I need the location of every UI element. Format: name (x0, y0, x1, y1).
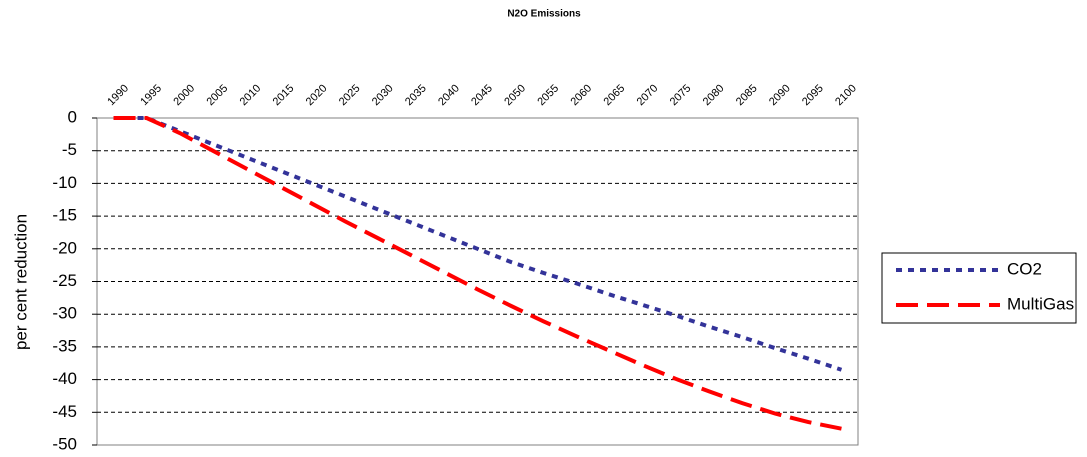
y-tick-label: -10 (52, 173, 77, 192)
y-tick-label: -30 (52, 304, 77, 323)
x-tick-label: 2050 (502, 82, 528, 108)
x-tick-label: 2035 (403, 82, 429, 108)
x-tick-label: 2010 (238, 82, 264, 108)
y-tick-label: -15 (52, 206, 77, 225)
x-tick-label: 2090 (767, 82, 793, 108)
x-tick-label: 2015 (271, 82, 297, 108)
x-tick-label: 2045 (469, 82, 495, 108)
y-tick-label: -50 (52, 434, 77, 453)
x-tick-label: 2100 (833, 82, 859, 108)
y-tick-label: -25 (52, 271, 77, 290)
y-tick-label: -5 (62, 140, 77, 159)
x-tick-label: 2060 (568, 82, 594, 108)
x-tick-label: 2080 (701, 82, 727, 108)
legend-box (881, 252, 1077, 324)
x-tick-label: 2075 (668, 82, 694, 108)
x-tick-label: 1990 (105, 82, 131, 108)
y-tick-label: -35 (52, 336, 77, 355)
x-tick-label: 2025 (337, 82, 363, 108)
x-tick-label: 2070 (635, 82, 661, 108)
x-tick-label: 2020 (304, 82, 330, 108)
x-tick-label: 2065 (602, 82, 628, 108)
y-tick-label: -40 (52, 369, 77, 388)
line-series (113, 116, 843, 372)
y-tick-label: -45 (52, 402, 77, 421)
x-tick-label: 2005 (204, 82, 230, 108)
x-tick-label: 2030 (370, 82, 396, 108)
legend-label: CO2 (1007, 259, 1042, 278)
y-tick-label: -20 (52, 238, 77, 257)
line-series (113, 116, 842, 431)
x-tick-label: 2000 (171, 82, 197, 108)
y-tick-label: 0 (68, 107, 77, 126)
x-tick-label: 1995 (138, 82, 164, 108)
x-tick-label: 2085 (734, 82, 760, 108)
chart-title: N2O Emissions (507, 9, 581, 20)
legend-label: MultiGas (1007, 294, 1074, 313)
x-tick-label: 2055 (535, 82, 561, 108)
y-axis-title: per cent reduction (11, 214, 30, 350)
x-tick-label: 2095 (800, 82, 826, 108)
x-tick-label: 2040 (436, 82, 462, 108)
